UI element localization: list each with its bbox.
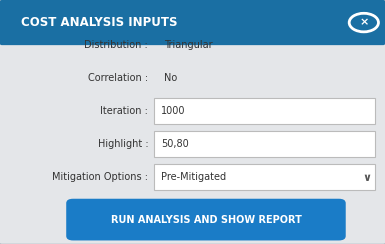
Text: No: No — [164, 73, 177, 83]
FancyBboxPatch shape — [154, 164, 375, 190]
FancyBboxPatch shape — [66, 199, 346, 241]
Text: ∨: ∨ — [362, 173, 372, 183]
Text: Distribution :: Distribution : — [84, 40, 148, 50]
FancyBboxPatch shape — [154, 131, 375, 157]
Text: Highlight :: Highlight : — [98, 139, 148, 149]
Text: Mitigation Options :: Mitigation Options : — [52, 172, 148, 182]
FancyBboxPatch shape — [0, 0, 385, 45]
Text: ×: × — [359, 18, 368, 28]
FancyBboxPatch shape — [154, 98, 375, 124]
Text: 50,80: 50,80 — [161, 139, 189, 149]
Text: Iteration :: Iteration : — [100, 106, 148, 116]
Text: 1000: 1000 — [161, 106, 186, 116]
Text: RUN ANALYSIS AND SHOW REPORT: RUN ANALYSIS AND SHOW REPORT — [110, 215, 301, 224]
Text: Pre-Mitigated: Pre-Mitigated — [161, 172, 226, 182]
Text: Triangular: Triangular — [164, 40, 212, 50]
Text: Correlation :: Correlation : — [88, 73, 148, 83]
Text: COST ANALYSIS INPUTS: COST ANALYSIS INPUTS — [21, 16, 177, 29]
Circle shape — [349, 13, 378, 32]
